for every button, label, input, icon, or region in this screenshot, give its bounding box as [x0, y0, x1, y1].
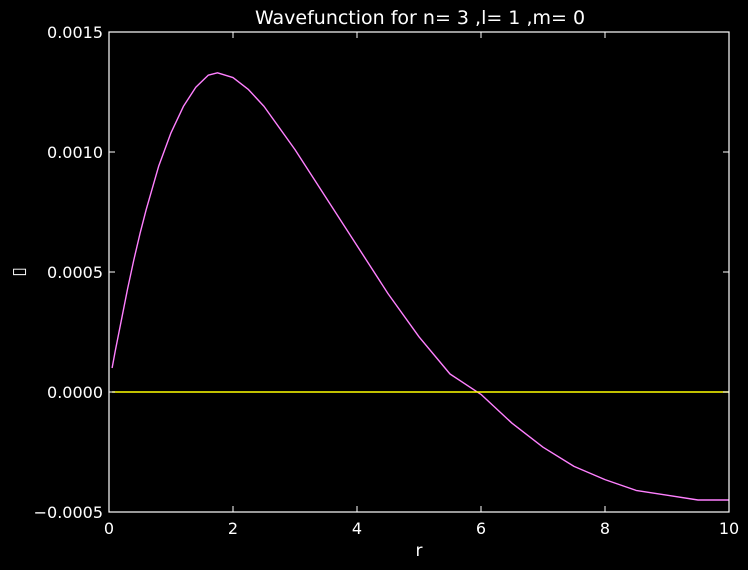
y-tick-label: 0.0015 — [47, 23, 103, 42]
x-tick-label: 8 — [600, 519, 610, 538]
y-tick-label: −0.0005 — [34, 503, 103, 522]
wavefunction-curve — [111, 72, 729, 501]
plot-area — [111, 72, 729, 501]
x-axis-label: r — [416, 541, 423, 561]
x-tick-label: 6 — [476, 519, 486, 538]
x-tick-label: 4 — [352, 519, 362, 538]
y-tick-label: 0.0000 — [47, 383, 103, 402]
y-axis-label: ▯ — [9, 267, 29, 276]
x-tick-label: 2 — [228, 519, 238, 538]
axis-ticks: 0 2 4 6 8 10 −0.0005 0.0000 0.0005 0.0010 0.0015 — [34, 23, 740, 538]
x-tick-label: 0 — [104, 519, 114, 538]
y-tick-label: 0.0005 — [47, 263, 103, 282]
y-tick-label: 0.0010 — [47, 143, 103, 162]
x-tick-label: 10 — [719, 519, 739, 538]
chart-title: Wavefunction for n= 3 ,l= 1 ,m= 0 — [255, 7, 585, 29]
